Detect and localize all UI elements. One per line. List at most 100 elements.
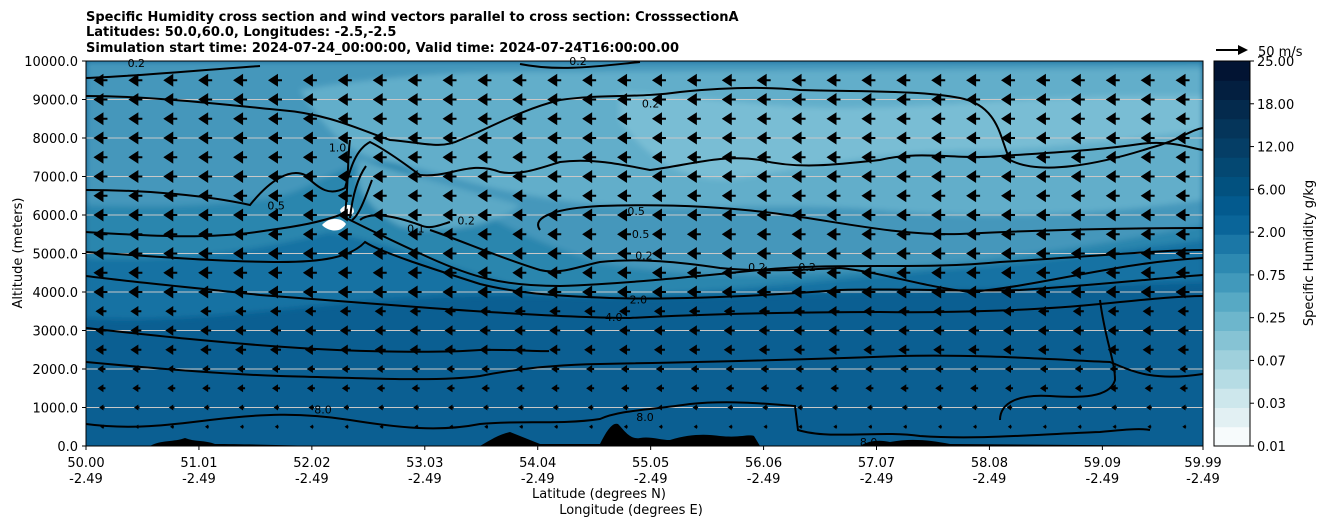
x-tick-label-lon: -2.49 <box>634 472 668 487</box>
wind-vector <box>512 170 527 183</box>
wind-key: 50 m/s <box>1216 45 1303 60</box>
colorbar-tick-label: 18.00 <box>1257 98 1294 113</box>
wind-vector <box>477 208 492 222</box>
wind-vector <box>163 208 178 222</box>
wind-vector <box>1175 131 1190 145</box>
wind-vector <box>233 131 248 145</box>
wind-vector <box>130 306 142 317</box>
wind-vector <box>1072 325 1084 336</box>
wind-vector <box>1070 247 1085 260</box>
wind-vector <box>896 227 911 241</box>
wind-vector <box>233 266 248 280</box>
colorbar-tick-label: 2.00 <box>1257 226 1286 241</box>
wind-vector <box>547 189 562 203</box>
contour-4-0 <box>86 275 1203 320</box>
wind-vector <box>477 189 492 203</box>
wind-vector <box>936 404 943 411</box>
wind-vector <box>337 131 352 145</box>
wind-vector <box>1074 365 1083 373</box>
wind-vector <box>653 344 665 355</box>
chart-title-line-2: Latitudes: 50.0,60.0, Longitudes: -2.5,-… <box>86 25 396 40</box>
wind-vector <box>302 266 317 280</box>
wind-vector <box>549 325 561 336</box>
wind-vector <box>1107 306 1119 317</box>
wind-vector <box>791 227 806 241</box>
wind-vector <box>302 208 317 222</box>
wind-vector <box>584 325 596 336</box>
wind-vector <box>970 384 979 393</box>
wind-vector <box>1005 365 1014 373</box>
wind-vector <box>1140 227 1155 241</box>
wind-vector <box>267 73 282 87</box>
wind-vector <box>653 306 665 317</box>
wind-vector <box>791 112 806 126</box>
contour-2-0 <box>86 240 1203 300</box>
y-tick-label: 3000.0 <box>33 325 79 340</box>
wind-vector <box>651 285 666 299</box>
wind-vector <box>1111 404 1117 411</box>
wind-vector <box>1035 247 1050 260</box>
wind-vector <box>302 93 317 106</box>
wind-vector <box>966 266 981 280</box>
wind-vector <box>756 93 771 106</box>
wind-vector <box>617 170 632 183</box>
wind-vector <box>267 150 282 164</box>
contour-0-1 <box>359 214 451 229</box>
wind-vector <box>517 404 524 411</box>
terrain-silhouette <box>86 423 1203 446</box>
wind-vector <box>411 365 420 373</box>
contour-8-0-lower <box>86 401 1151 439</box>
wind-vector <box>657 404 664 411</box>
wind-vector <box>302 247 317 260</box>
wind-vector <box>132 365 141 373</box>
wind-vector <box>966 93 981 106</box>
wind-vector <box>966 189 981 203</box>
wind-vector <box>302 73 317 87</box>
wind-vector <box>721 227 736 241</box>
wind-vector <box>547 131 562 145</box>
wind-vector <box>826 73 841 87</box>
wind-vector <box>686 227 701 241</box>
wind-vector <box>1142 306 1154 317</box>
wind-vector <box>267 208 282 222</box>
wind-vector <box>549 344 561 355</box>
wind-vector <box>514 344 526 355</box>
wind-vector <box>692 404 699 411</box>
wind-vector <box>409 325 421 336</box>
wind-vector <box>826 150 841 164</box>
wind-vector <box>514 325 526 336</box>
wind-vector <box>343 404 349 411</box>
wind-vector <box>233 285 248 299</box>
wind-vector <box>163 131 178 145</box>
wind-vector <box>693 424 698 429</box>
wind-vector <box>619 325 631 336</box>
wind-vector <box>1105 93 1120 106</box>
x-tick-label-lat: 53.03 <box>406 456 443 471</box>
wind-vector <box>446 365 455 373</box>
wind-vector <box>198 73 213 87</box>
wind-vector <box>269 306 281 317</box>
wind-vector <box>896 93 911 106</box>
wind-vector <box>444 306 456 317</box>
wind-vector <box>372 112 387 126</box>
wind-vector <box>617 131 632 145</box>
wind-vector <box>721 73 736 87</box>
colorbar-swatch <box>1214 292 1250 312</box>
x-tick-label-lat: 51.01 <box>180 456 217 471</box>
wind-vector <box>449 424 454 429</box>
wind-vector <box>547 150 562 164</box>
wind-vector <box>863 306 875 317</box>
wind-vector <box>1035 227 1050 241</box>
wind-vector <box>481 384 490 393</box>
x-tick-label-lon: -2.49 <box>69 472 103 487</box>
wind-vector <box>970 365 979 373</box>
wind-vector <box>479 325 491 336</box>
wind-vector <box>931 189 946 203</box>
wind-vector <box>339 344 351 355</box>
wind-vector <box>200 325 212 336</box>
wind-vector <box>861 208 876 222</box>
wind-vector <box>407 247 422 260</box>
y-axis-label: Altitude (meters) <box>11 198 26 309</box>
wind-vector <box>727 404 733 411</box>
